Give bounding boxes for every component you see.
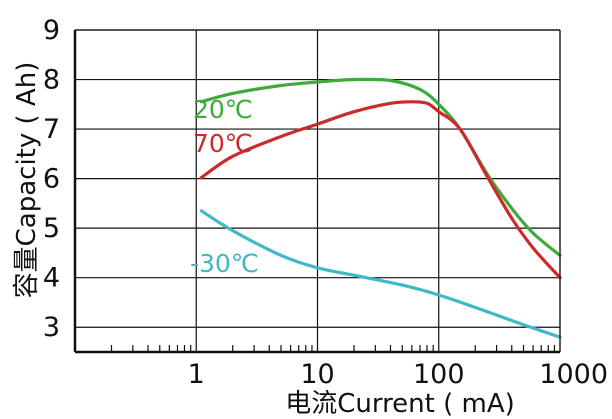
series-line [199, 100, 562, 280]
series-label: 70℃ [193, 129, 253, 158]
series-label: 20℃ [193, 95, 253, 124]
x-tick-label: 10 [300, 359, 334, 390]
series-line [199, 209, 562, 339]
series-label: -30℃ [190, 249, 259, 278]
grid [75, 29, 561, 352]
series-line [199, 77, 562, 257]
plot-frame [73, 29, 561, 354]
y-tick-labels: 3 4 5 6 7 8 9 [43, 15, 60, 343]
y-tick-label: 7 [43, 114, 60, 145]
x-tick-label: 100 [413, 359, 465, 390]
series-layer [199, 77, 562, 339]
y-axis-label: 容量Capacity ( Ah) [12, 62, 42, 299]
y-tick-label: 3 [43, 312, 60, 343]
series-labels: 20℃ 70℃ -30℃ [190, 95, 259, 278]
x-tick-labels: 1 10 100 1000 [188, 359, 608, 390]
x-axis-label: 电流Current ( mA) [285, 389, 515, 419]
x-tick-label: 1 [188, 359, 205, 390]
y-tick-label: 9 [43, 15, 60, 46]
y-tick-label: 5 [43, 213, 60, 244]
y-tick-label: 6 [43, 164, 60, 195]
y-tick-label: 4 [43, 263, 60, 294]
x-tick-label: 1000 [539, 359, 608, 390]
y-tick-label: 8 [43, 65, 60, 96]
